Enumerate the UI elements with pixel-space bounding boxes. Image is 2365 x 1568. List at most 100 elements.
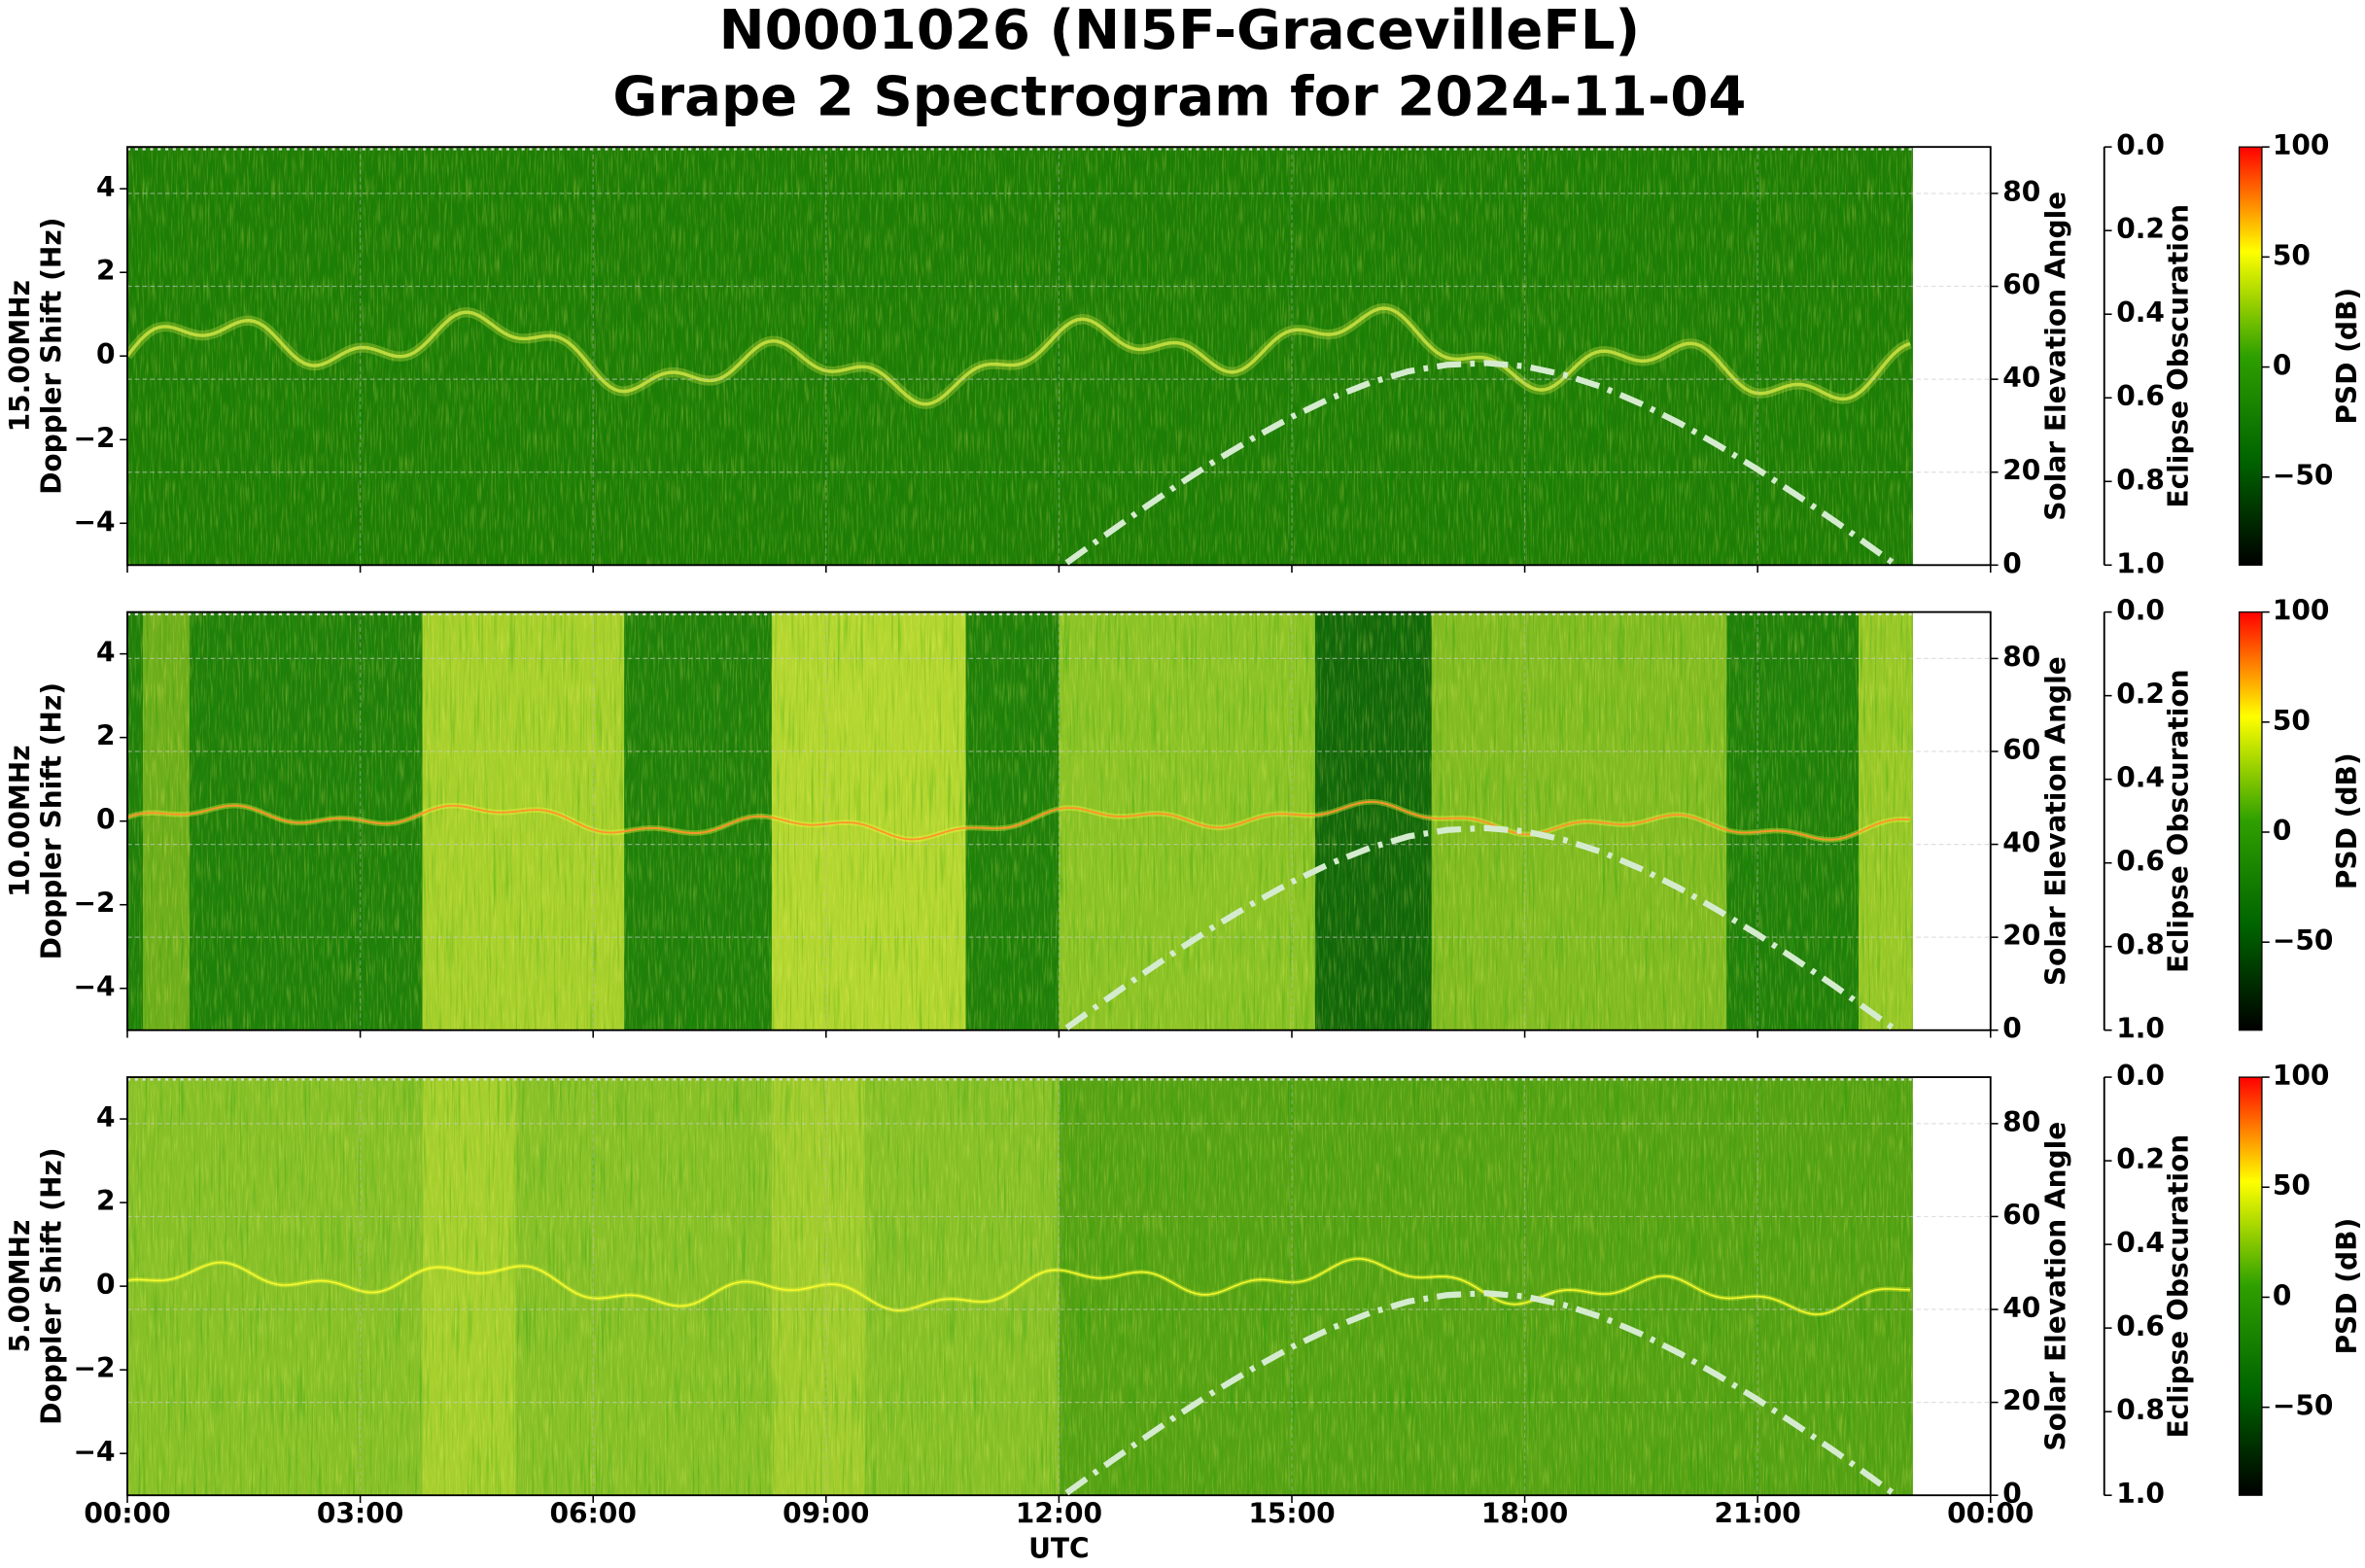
y2-label: Solar Elevation Angle: [2039, 1122, 2071, 1451]
y3-tick-label: 1.0: [2116, 1013, 2165, 1045]
y-tick-label: 0: [96, 338, 116, 370]
y3-tick-label: 0.0: [2116, 595, 2165, 627]
y2-tick-label: 20: [2002, 455, 2040, 487]
x-tick-label: 00:00: [1947, 1497, 2034, 1529]
y-tick-label: −4: [73, 1436, 115, 1468]
spectrogram: [127, 147, 1914, 566]
y3-tick-label: 0.4: [2116, 1227, 2165, 1259]
colorbar-tick-label: −50: [2273, 1390, 2334, 1422]
colorbar-tick-label: 50: [2273, 1169, 2311, 1202]
y-tick-label: 0: [96, 1269, 116, 1301]
y2-tick-label: 20: [2002, 920, 2040, 952]
x-tick-label: 06:00: [550, 1497, 637, 1529]
solar-elevation-line: [1064, 824, 1895, 1031]
y-tick-label: 4: [96, 637, 116, 669]
y3-label: Eclipse Obscuration: [2163, 204, 2195, 508]
y3-tick-label: 0.6: [2116, 846, 2165, 878]
y3-label: Eclipse Obscuration: [2163, 669, 2195, 973]
y-label: Doppler Shift (Hz): [36, 682, 68, 959]
colorbar-tick-label: 50: [2273, 705, 2311, 737]
spectrogram: [127, 1077, 1914, 1496]
y3-tick-label: 0.2: [2116, 1143, 2165, 1175]
y-tick-label: 0: [96, 804, 116, 836]
y3-tick-label: 1.0: [2116, 547, 2165, 579]
doppler-trace: [127, 1258, 1911, 1315]
x-tick-label: 15:00: [1248, 1497, 1335, 1529]
title: N0001026 (NI5F-GracevilleFL): [719, 0, 1641, 62]
x-label: UTC: [1028, 1532, 1090, 1564]
y-label-frequency: 15.00MHz: [4, 280, 36, 432]
y3-tick-label: 0.4: [2116, 762, 2165, 794]
y-tick-label: −2: [73, 1352, 115, 1384]
y-tick-label: 2: [96, 720, 116, 752]
subtitle: Grape 2 Spectrogram for 2024-11-04: [612, 65, 1746, 128]
y3-tick-label: 0.8: [2116, 464, 2165, 496]
colorbar-tick-label: 50: [2273, 239, 2311, 271]
y3-tick-label: 0.2: [2116, 213, 2165, 245]
y2-tick-label: 60: [2002, 1199, 2040, 1231]
y-tick-label: −2: [73, 422, 115, 454]
y3-tick-label: 1.0: [2116, 1478, 2165, 1510]
x-tick-label: 21:00: [1715, 1497, 1801, 1529]
y3-tick-label: 0.6: [2116, 380, 2165, 412]
y-tick-label: 2: [96, 255, 116, 287]
y2-tick-label: 0: [2002, 1013, 2022, 1045]
y2-tick-label: 60: [2002, 734, 2040, 766]
y3-tick-label: 0.0: [2116, 129, 2165, 161]
x-tick-label: 18:00: [1481, 1497, 1568, 1529]
y-tick-label: 2: [96, 1185, 116, 1217]
y3-tick-label: 0.8: [2116, 1394, 2165, 1426]
colorbar-tick-label: 100: [2273, 595, 2330, 627]
colorbar-tick-label: 0: [2273, 350, 2292, 382]
colorbar-tick-label: −50: [2273, 924, 2334, 957]
y2-tick-label: 40: [2002, 827, 2040, 859]
y2-label: Solar Elevation Angle: [2039, 192, 2071, 521]
colorbar: [2238, 1076, 2263, 1496]
y-label: Doppler Shift (Hz): [36, 1147, 68, 1424]
y2-tick-label: 40: [2002, 362, 2040, 394]
colorbar-tick-label: −50: [2273, 460, 2334, 492]
colorbar-label: PSD (dB): [2331, 288, 2363, 425]
y-tick-label: 4: [96, 171, 116, 203]
colorbar-tick-label: 0: [2273, 815, 2292, 847]
y3-tick-label: 0.4: [2116, 296, 2165, 329]
colorbar-tick-label: 100: [2273, 129, 2330, 161]
y3-tick-label: 0.6: [2116, 1310, 2165, 1342]
y2-tick-label: 40: [2002, 1292, 2040, 1324]
x-tick-label: 00:00: [84, 1497, 170, 1529]
y2-tick-label: 80: [2002, 1106, 2040, 1138]
spectrogram: [127, 611, 1914, 1030]
colorbar-label: PSD (dB): [2331, 1218, 2363, 1355]
y2-tick-label: 0: [2002, 1478, 2022, 1510]
y3-tick-label: 0.2: [2116, 679, 2165, 711]
y2-tick-label: 20: [2002, 1385, 2040, 1417]
y2-label: Solar Elevation Angle: [2039, 656, 2071, 986]
y3-tick-label: 0.0: [2116, 1060, 2165, 1092]
y3-tick-label: 0.8: [2116, 929, 2165, 961]
x-tick-label: 12:00: [1016, 1497, 1102, 1529]
doppler-trace: [127, 306, 1911, 406]
colorbar-tick-label: 100: [2273, 1060, 2330, 1092]
x-tick-label: 03:00: [317, 1497, 403, 1529]
y2-tick-label: 80: [2002, 176, 2040, 208]
y2-tick-label: 60: [2002, 269, 2040, 301]
spectrogram-noise: [127, 611, 1914, 1030]
y-label-frequency: 10.00MHz: [4, 746, 36, 897]
colorbar-label: PSD (dB): [2331, 752, 2363, 889]
y3-label: Eclipse Obscuration: [2163, 1134, 2195, 1439]
y2-tick-label: 80: [2002, 641, 2040, 673]
y-label: Doppler Shift (Hz): [36, 218, 68, 495]
doppler-trace: [127, 800, 1911, 841]
spectrogram-noise: [127, 147, 1914, 566]
colorbar: [2238, 146, 2263, 566]
solar-elevation-line: [1064, 1290, 1895, 1496]
y-tick-label: −4: [73, 505, 115, 538]
y2-tick-label: 0: [2002, 547, 2022, 579]
y-tick-label: −2: [73, 888, 115, 920]
colorbar-tick-label: 0: [2273, 1279, 2292, 1311]
y-tick-label: −4: [73, 971, 115, 1003]
y-label-frequency: 5.00MHz: [4, 1220, 36, 1353]
y-tick-label: 4: [96, 1101, 116, 1133]
x-tick-label: 09:00: [783, 1497, 869, 1529]
